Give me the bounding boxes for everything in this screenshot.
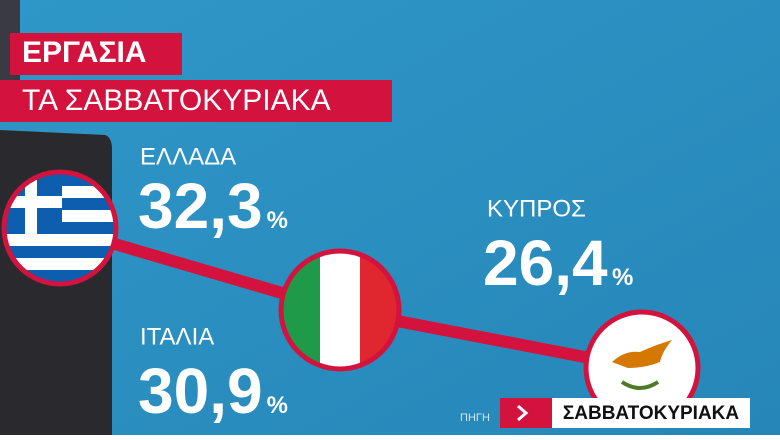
flag-ring: [1, 169, 119, 287]
source: ΠΗΓΗ: [460, 412, 490, 424]
unit: %: [267, 392, 288, 419]
title-box: [10, 33, 182, 75]
flag-ring: [278, 248, 402, 372]
title: ΕΡΓΑΣΙΑ: [22, 36, 146, 69]
value: 30,9: [138, 355, 263, 427]
subtitle-box: [0, 80, 392, 122]
subtitle: ΤΑ ΣΑΒΒΑΤΟΚΥΡΙΑΚΑ: [22, 84, 331, 117]
value: 26,4: [483, 227, 608, 299]
ticker-box: [552, 398, 750, 428]
country-label: ΙΤΑΛΙΑ: [140, 323, 214, 350]
country-label: ΚΥΠΡΟΣ: [487, 195, 586, 222]
country-label: ΕΛΛΑΔΑ: [140, 143, 236, 170]
ticker: ΣΑΒΒΑΤΟΚΥΡΙΑΚΑ: [563, 403, 740, 424]
chevron: [517, 404, 529, 422]
value: 32,3: [138, 170, 263, 242]
unit: %: [612, 264, 633, 291]
unit: %: [267, 207, 288, 234]
